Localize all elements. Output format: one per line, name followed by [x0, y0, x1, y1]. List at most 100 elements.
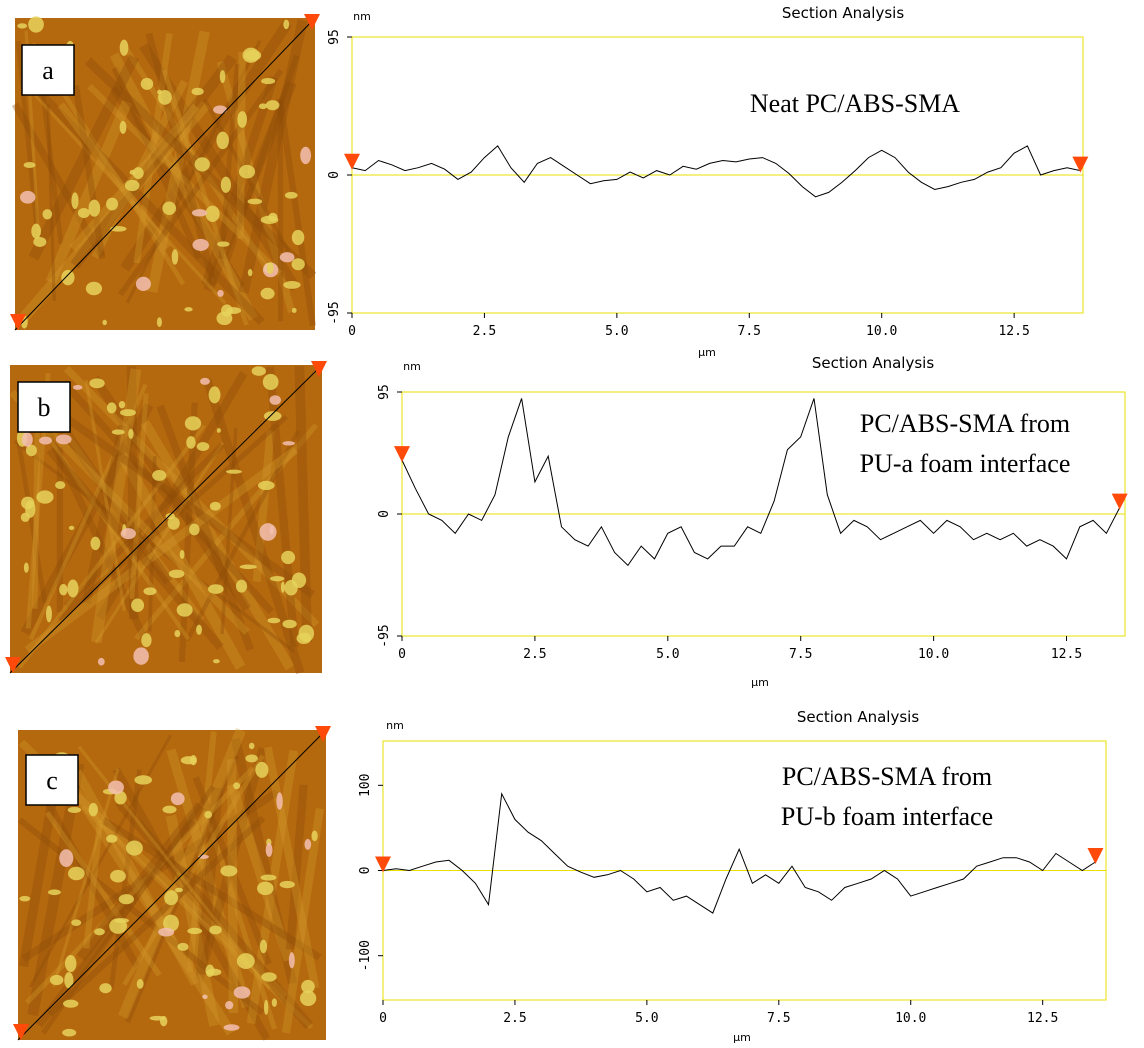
- afm-particle: [129, 169, 136, 175]
- afm-streak: [230, 737, 298, 985]
- afm-streak: [46, 103, 56, 301]
- afm-particle: [291, 258, 305, 271]
- afm-particle: [237, 111, 248, 128]
- afm-particle: [208, 386, 221, 404]
- afm-particle: [164, 890, 179, 906]
- section-line: [17, 729, 327, 1041]
- afm-particle: [49, 974, 64, 986]
- afm-streak: [52, 768, 120, 988]
- afm-streak: [133, 33, 173, 264]
- afm-streak: [63, 442, 225, 609]
- afm-streak: [53, 759, 236, 1036]
- afm-particle: [213, 105, 228, 114]
- afm-particle: [202, 994, 208, 1000]
- panel-label: b: [38, 393, 51, 422]
- afm-streak: [263, 746, 320, 989]
- afm-particle: [257, 881, 274, 896]
- afm-particle: [187, 927, 203, 935]
- y-tick-label: 95: [327, 29, 342, 45]
- afm-particle: [258, 103, 268, 110]
- afm-streak: [118, 68, 284, 297]
- afm-streak: [111, 66, 203, 260]
- afm-particle: [194, 157, 210, 172]
- afm-streak: [94, 441, 225, 644]
- x-tick-label: 2.5: [473, 324, 496, 339]
- afm-particle: [59, 584, 68, 596]
- afm-particle: [131, 598, 145, 613]
- x-axis-label: µm: [751, 676, 769, 689]
- afm-particle: [282, 441, 295, 446]
- afm-particle: [267, 617, 281, 624]
- annotation: PC/ABS-SMA from: [860, 409, 1070, 438]
- afm-particle: [186, 436, 196, 449]
- afm-particle: [248, 742, 255, 750]
- afm-streak: [70, 54, 237, 269]
- afm-particle: [283, 19, 290, 30]
- afm-particle: [45, 605, 52, 623]
- afm-particle: [42, 209, 53, 220]
- annotation: Neat PC/ABS-SMA: [750, 89, 960, 118]
- afm-particle: [220, 865, 238, 877]
- cursor-marker: [1111, 493, 1128, 510]
- afm-streak: [16, 442, 48, 604]
- afm-particle: [118, 894, 134, 905]
- x-tick-label: 5.0: [635, 1011, 658, 1026]
- afm-particle: [262, 373, 279, 391]
- afm-particle: [208, 584, 224, 594]
- cursor-marker: [375, 856, 391, 873]
- x-tick-label: 12.5: [1027, 1011, 1058, 1026]
- afm-particle: [291, 307, 297, 313]
- afm-particle: [163, 914, 179, 932]
- afm-particle: [119, 120, 127, 134]
- afm-particle: [265, 100, 280, 111]
- afm-streak: [166, 748, 252, 1009]
- afm-particle: [269, 395, 281, 405]
- afm-streak: [165, 814, 220, 1027]
- panel-label: a: [42, 56, 54, 85]
- afm-particle: [106, 197, 119, 211]
- x-tick-label: 0: [379, 1011, 387, 1026]
- afm-streak: [34, 87, 265, 326]
- afm-particle: [19, 895, 31, 902]
- afm-streak: [20, 402, 154, 636]
- afm-particle: [174, 887, 183, 893]
- afm-particle: [171, 249, 179, 265]
- afm-particle: [192, 238, 209, 251]
- afm-particle: [245, 754, 258, 763]
- afm-particle: [291, 572, 307, 588]
- y-axis-label: nm: [353, 10, 371, 23]
- afm-particle: [61, 269, 75, 286]
- afm-particle: [133, 647, 149, 665]
- afm-streak: [134, 423, 319, 641]
- afm-streak: [220, 428, 238, 635]
- afm-streak: [55, 408, 316, 599]
- afm-particle: [31, 223, 42, 239]
- annotation: PC/ABS-SMA from: [782, 762, 992, 791]
- x-tick-label: 2.5: [523, 647, 546, 662]
- afm-particle: [141, 633, 152, 648]
- afm-particle: [89, 378, 105, 389]
- afm-streak: [117, 452, 246, 670]
- afm-streak: [156, 404, 255, 652]
- afm-particle: [235, 579, 248, 593]
- afm-particle: [219, 70, 226, 83]
- afm-streak: [236, 51, 246, 239]
- afm-particle: [25, 500, 36, 518]
- afm-particle: [196, 624, 202, 635]
- afm-particle: [125, 840, 143, 856]
- afm-particle: [63, 999, 79, 1008]
- afm-streak: [118, 728, 246, 1019]
- afm-particle: [283, 280, 301, 289]
- afm-streak: [18, 424, 206, 669]
- afm-particle: [17, 23, 28, 29]
- afm-particle: [304, 838, 312, 850]
- afm-particle: [162, 201, 177, 216]
- afm-streak: [114, 798, 313, 1030]
- afm-particle: [176, 603, 193, 617]
- afm-particle: [124, 179, 140, 192]
- afm-streak: [147, 30, 210, 293]
- afm-particle: [266, 262, 274, 274]
- y-tick-label: 100: [358, 774, 373, 797]
- afm-image: [9, 364, 323, 675]
- y-axis-label: nm: [403, 360, 421, 373]
